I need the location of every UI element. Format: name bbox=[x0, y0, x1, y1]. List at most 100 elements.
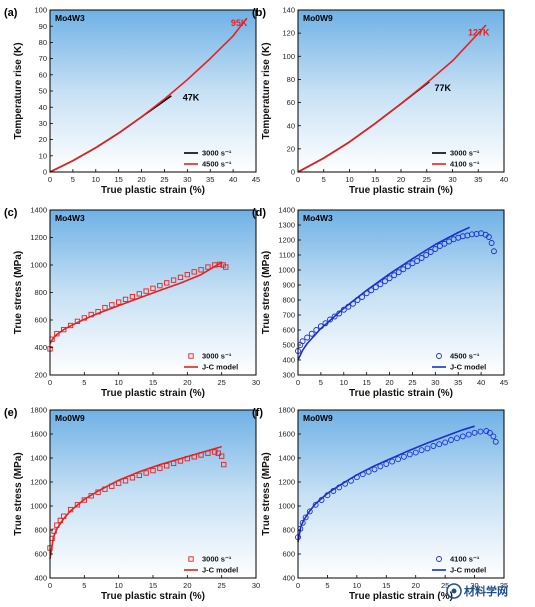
y-tick-label: 600 bbox=[34, 550, 47, 559]
data-point-3-0-30 bbox=[427, 249, 434, 255]
data-point-2-0-16 bbox=[150, 285, 156, 292]
data-point-3-0-45 bbox=[490, 248, 497, 255]
data-point-2-0-12 bbox=[122, 296, 129, 303]
panel-title: Mo4W3 bbox=[303, 213, 333, 223]
x-tick-label: 25 bbox=[423, 175, 431, 184]
x-tick-label: 20 bbox=[137, 175, 145, 184]
data-point-3-0-26 bbox=[409, 260, 416, 267]
series-line-1-1 bbox=[297, 24, 487, 173]
legend-label: J-C model bbox=[202, 363, 238, 372]
legend-label: 3000 s⁻¹ bbox=[450, 149, 480, 158]
y-tick-label: 1400 bbox=[278, 206, 295, 215]
data-point-3-0-43 bbox=[485, 234, 492, 240]
x-tick-label: 30 bbox=[252, 581, 260, 590]
chart-panel-0: 0 5 10 15 20 25 30 35 40 45 0 10 20 30 40 50 60 70 80 90 100… bbox=[4, 6, 260, 196]
data-point-5-0-22 bbox=[412, 449, 419, 456]
data-point-3-0-28 bbox=[418, 255, 425, 261]
y-tick-label: 40 bbox=[39, 103, 47, 112]
x-tick-label: 20 bbox=[385, 378, 393, 387]
x-tick-label: 10 bbox=[114, 378, 122, 387]
y-axis-label: Temperature rise (K) bbox=[261, 42, 272, 139]
x-tick-label: 35 bbox=[500, 581, 508, 590]
panel-letter: (c) bbox=[4, 207, 18, 219]
data-point-4-0-28 bbox=[215, 450, 221, 456]
data-point-5-0-21 bbox=[406, 451, 413, 458]
data-point-5-0-32 bbox=[471, 429, 478, 436]
y-tick-label: 1200 bbox=[278, 236, 295, 245]
x-tick-label: 5 bbox=[82, 581, 86, 590]
y-axis-label: True stress (MPa) bbox=[13, 251, 24, 334]
x-tick-label: 20 bbox=[183, 378, 191, 387]
legend-label: J-C model bbox=[450, 363, 486, 372]
data-point-3-0-23 bbox=[395, 269, 402, 276]
data-point-3-0-22 bbox=[391, 272, 398, 279]
legend-swatch bbox=[188, 353, 194, 359]
panel-title: Mo0W9 bbox=[303, 13, 333, 23]
data-point-3-0-24 bbox=[400, 266, 407, 273]
y-tick-label: 60 bbox=[39, 70, 47, 79]
x-tick-label: 0 bbox=[296, 378, 300, 387]
y-tick-label: 20 bbox=[39, 135, 47, 144]
data-point-3-0-27 bbox=[414, 258, 420, 264]
y-tick-label: 1200 bbox=[30, 233, 47, 242]
y-tick-label: 50 bbox=[39, 87, 47, 96]
x-tick-label: 5 bbox=[82, 378, 86, 387]
x-tick-label: 20 bbox=[412, 581, 420, 590]
data-point-5-0-20 bbox=[400, 453, 407, 460]
y-tick-label: 500 bbox=[282, 341, 295, 350]
legend-swatch bbox=[188, 556, 194, 562]
x-tick-label: 25 bbox=[217, 581, 225, 590]
x-axis-label: True plastic strain (%) bbox=[349, 591, 453, 602]
data-point-5-0-25 bbox=[430, 443, 437, 449]
watermark-logo-icon bbox=[446, 583, 462, 599]
legend-label: 3000 s⁻¹ bbox=[202, 555, 232, 564]
x-tick-label: 10 bbox=[92, 175, 100, 184]
y-tick-label: 70 bbox=[39, 54, 47, 63]
x-tick-label: 25 bbox=[441, 581, 449, 590]
data-point-5-0-29 bbox=[453, 435, 460, 442]
y-tick-label: 80 bbox=[39, 38, 47, 47]
plot-background bbox=[50, 410, 256, 578]
data-point-2-0-3 bbox=[61, 326, 67, 333]
data-point-4-0-8 bbox=[81, 497, 87, 503]
y-tick-label: 80 bbox=[287, 75, 295, 84]
x-tick-label: 30 bbox=[448, 175, 456, 184]
x-tick-label: 40 bbox=[229, 175, 237, 184]
panel-title: Mo0W9 bbox=[55, 413, 85, 423]
plot-background bbox=[298, 410, 504, 578]
panel-title: Mo4W3 bbox=[55, 13, 85, 23]
data-point-3-0-20 bbox=[382, 278, 388, 285]
x-tick-label: 15 bbox=[362, 378, 370, 387]
y-axis-label: Temperature rise (K) bbox=[13, 42, 24, 139]
data-point-2-0-9 bbox=[102, 304, 108, 311]
panel-letter: (a) bbox=[4, 7, 18, 19]
data-point-5-0-36 bbox=[490, 433, 497, 440]
x-axis-label: True plastic strain (%) bbox=[101, 591, 205, 602]
x-tick-label: 30 bbox=[252, 378, 260, 387]
series-line-0-1 bbox=[49, 17, 248, 173]
series-line-5-1 bbox=[297, 425, 475, 543]
x-tick-label: 35 bbox=[474, 175, 482, 184]
y-axis-label: True stress (MPa) bbox=[261, 251, 272, 334]
x-tick-label: 40 bbox=[500, 175, 508, 184]
y-tick-label: 300 bbox=[282, 371, 295, 380]
y-tick-label: 800 bbox=[282, 526, 295, 535]
data-point-3-0-18 bbox=[372, 284, 379, 291]
series-line-2-1 bbox=[49, 261, 223, 344]
x-axis-label: True plastic strain (%) bbox=[349, 388, 453, 399]
chart-panel-4: 0 5 10 15 20 25 30 400 600 800 1000 1200 1400 1600 180… bbox=[4, 406, 260, 602]
y-tick-label: 600 bbox=[282, 550, 295, 559]
y-tick-label: 1000 bbox=[278, 502, 295, 511]
y-tick-label: 90 bbox=[39, 22, 47, 31]
y-tick-label: 600 bbox=[34, 316, 47, 325]
series-line-3-1 bbox=[297, 226, 471, 361]
y-tick-label: 1600 bbox=[278, 430, 295, 439]
data-point-4-0-29 bbox=[219, 453, 225, 459]
x-tick-label: 0 bbox=[296, 581, 300, 590]
panel-letter: (d) bbox=[252, 207, 266, 219]
chart-panel-2: 0 5 10 15 20 25 30 200 400 600 800 1000 1200 1400 True… bbox=[4, 206, 260, 399]
x-tick-label: 35 bbox=[454, 378, 462, 387]
data-point-5-0-2 bbox=[299, 519, 306, 526]
x-tick-label: 45 bbox=[500, 378, 508, 387]
